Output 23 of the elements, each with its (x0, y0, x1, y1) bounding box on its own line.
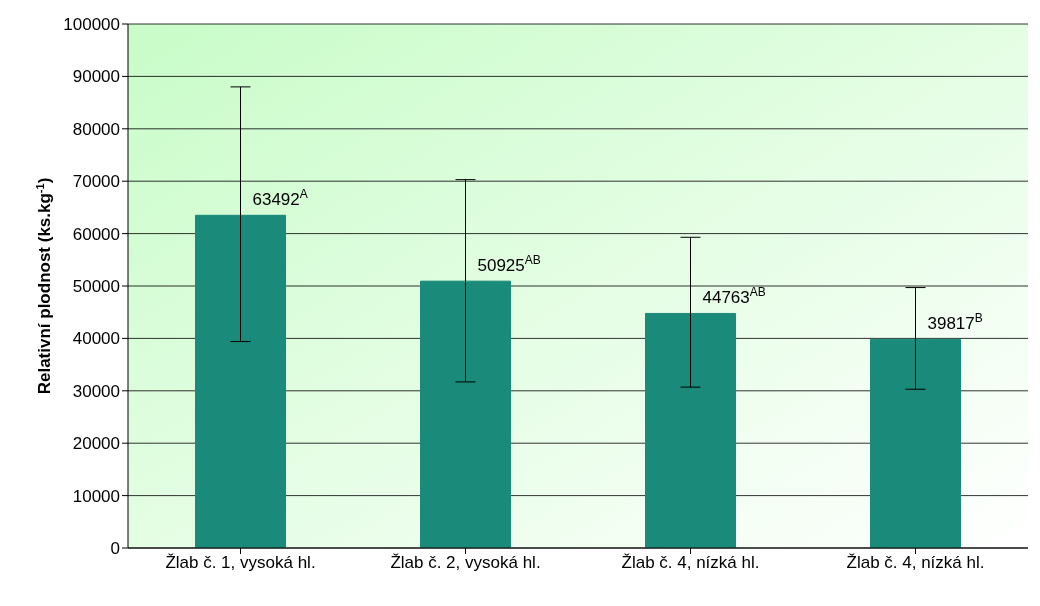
x-tick-label: Žlab č. 2, vysoká hl. (390, 553, 541, 573)
y-tick-label: 50000 (72, 277, 120, 297)
y-tick-label: 40000 (72, 329, 120, 349)
y-tick-label: 90000 (72, 67, 120, 87)
y-tick-label: 70000 (72, 172, 120, 192)
y-tick-label: 20000 (72, 434, 120, 454)
data-label: 63492$^{A}$ (252, 187, 308, 210)
x-tick-label: Žlab č. 1, vysoká hl. (165, 553, 316, 573)
y-tick-label: 100000 (63, 15, 120, 35)
x-tick-label: Žlab č. 4, nízká hl. (621, 553, 760, 573)
bar (420, 280, 511, 548)
y-tick-label: 80000 (72, 119, 120, 139)
y-tick-label: 0 (110, 539, 120, 559)
data-label: 50925$^{AB}$ (477, 253, 541, 276)
bar (645, 312, 736, 548)
data-label: 39817$^{B}$ (927, 311, 983, 334)
bar (870, 338, 961, 548)
y-tick-label: 30000 (72, 381, 120, 401)
x-tick-label: Žlab č. 4, nízká hl. (846, 553, 985, 573)
y-tick-label: 60000 (72, 224, 120, 244)
bar (195, 214, 286, 548)
data-label: 44763$^{AB}$ (702, 285, 766, 308)
y-tick-label: 10000 (72, 486, 120, 506)
